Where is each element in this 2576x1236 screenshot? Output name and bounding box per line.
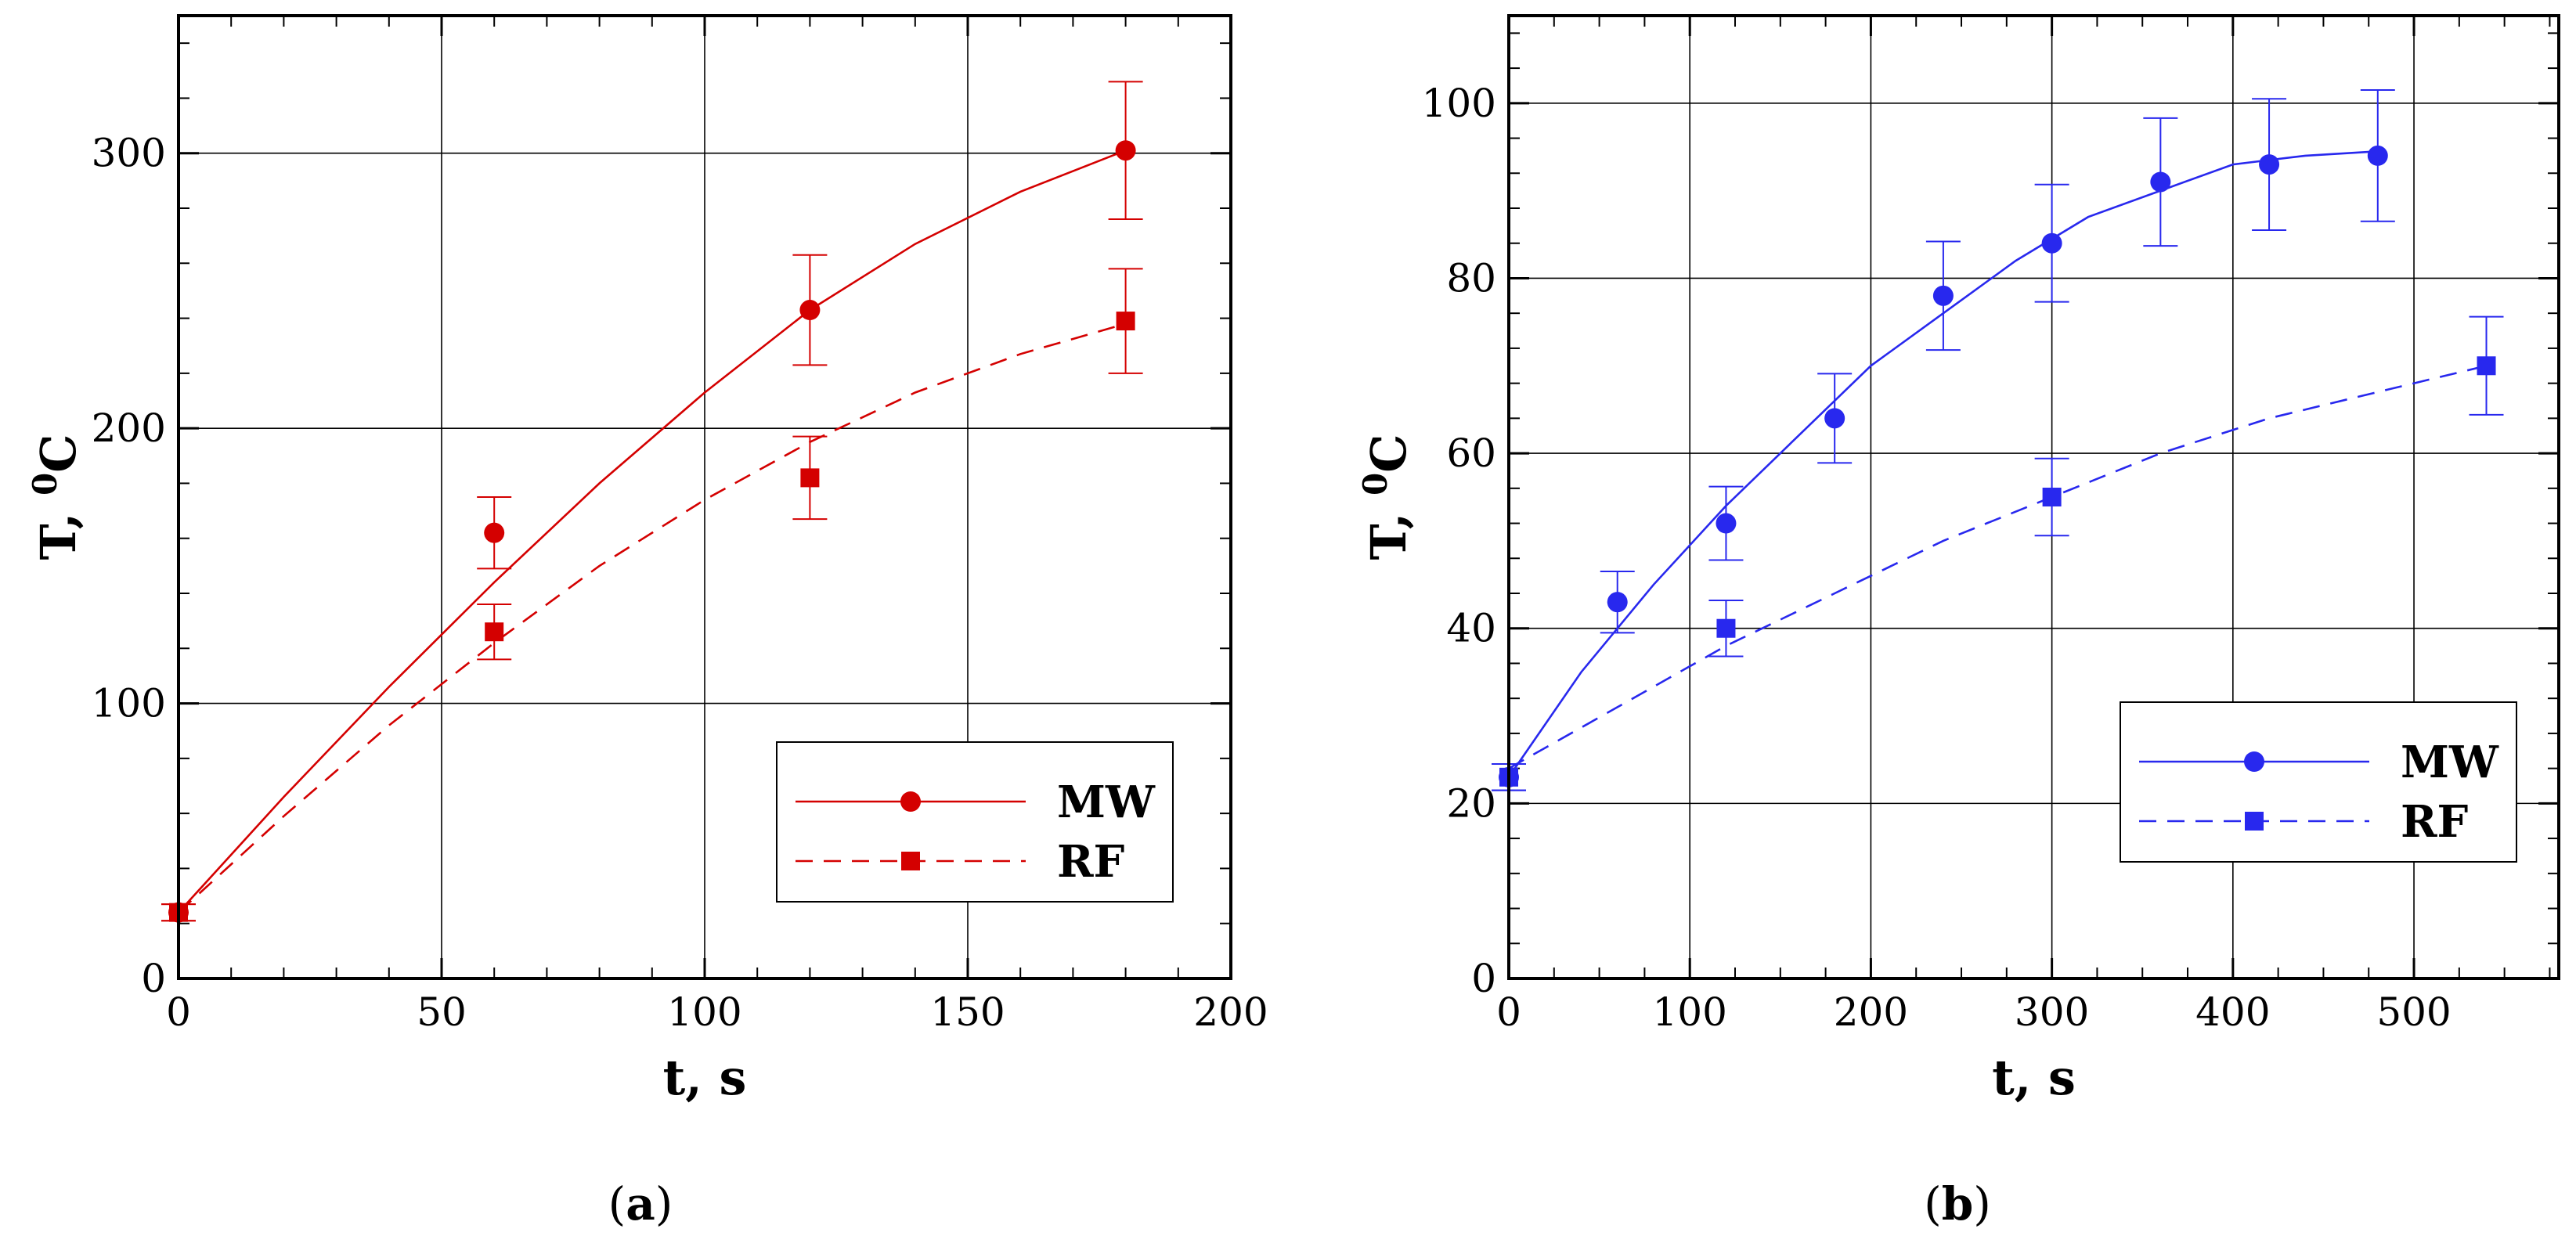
x-tick-label: 200 [1193,989,1268,1035]
data-point-rf [800,468,820,488]
y-tick-label: 40 [1446,606,1496,651]
x-axis-title: t, s [663,1049,747,1106]
legend-label-rf: RF [1057,836,1125,888]
legend-marker-mw [900,791,921,812]
series-mw [1492,89,2395,791]
legend-label-mw: MW [2401,737,2499,788]
x-tick-label: 100 [1652,989,1726,1035]
y-axis-title-main: T, [30,495,87,560]
x-tick-label: 0 [166,989,191,1035]
y-tick-label: 20 [1446,780,1496,826]
panel-caption: (a) [608,1177,673,1231]
y-axis-title-superscript: 0 [26,473,64,495]
y-tick-label: 100 [1422,81,1496,126]
legend-marker-rf [901,852,920,870]
legend: MW RF [2120,701,2517,863]
plot-frame [1507,14,2560,980]
legend-marker-rf [2245,812,2264,831]
fit-curve-rf [1508,365,2487,769]
legend: MW RF [776,741,1174,903]
panel-caption-letter: b [1942,1177,1974,1231]
x-tick-label: 200 [1834,989,1908,1035]
panel-caption: (b) [1924,1177,1991,1231]
data-point-mw [2259,154,2280,175]
data-point-mw [799,300,821,321]
y-axis-title-unit: C [1360,434,1417,472]
legend-marker-mw [2244,751,2264,772]
legend-label-mw: MW [1057,777,1156,828]
data-point-rf [2477,356,2496,376]
x-tick-label: 400 [2195,989,2270,1035]
y-tick-label: 300 [92,131,166,176]
data-point-mw [2367,145,2388,166]
x-tick-label: 150 [930,989,1005,1035]
legend-box [2120,701,2517,863]
data-point-rf [485,622,504,642]
x-tick-label: 300 [2015,989,2089,1035]
y-tick-label: 100 [92,681,166,726]
y-axis-title: T, 0C [1356,434,1417,560]
y-axis-title: T, 0C [26,434,87,560]
data-point-rf [2042,488,2062,506]
y-tick-label: 0 [1471,956,1496,1001]
data-point-mw [1716,513,1737,534]
plot-frame [177,14,1232,980]
x-tick-label: 100 [667,989,741,1035]
data-point-mw [2041,232,2062,254]
panel-caption-open: ( [608,1177,626,1231]
x-tick-label: 50 [417,989,467,1035]
data-point-mw [2150,171,2171,193]
y-tick-label: 200 [92,405,166,451]
y-axis-title-superscript: 0 [1356,473,1394,495]
data-point-mw [1115,140,1136,161]
panel-caption-open: ( [1924,1177,1942,1231]
x-tick-label: 500 [2376,989,2451,1035]
legend-box [776,741,1174,903]
data-point-mw [1607,592,1628,613]
y-axis-title-unit: C [30,434,87,472]
data-point-rf [1116,312,1135,331]
x-tick-label: 0 [1496,989,1521,1035]
panel-caption-letter: a [626,1177,655,1231]
data-point-rf [1716,618,1736,638]
y-tick-label: 0 [141,956,166,1001]
legend-label-rf: RF [2401,796,2469,848]
fit-curve-rf [178,323,1126,913]
data-point-mw [1932,285,1954,306]
data-point-mw [484,522,505,543]
data-point-mw [1824,408,1845,429]
fit-curve-mw [178,149,1127,913]
y-tick-label: 80 [1446,255,1496,301]
panel-caption-close: ) [655,1177,673,1231]
x-axis-title: t, s [1992,1049,2076,1106]
panel-caption-close: ) [1973,1177,1991,1231]
y-axis-title-main: T, [1360,495,1417,560]
y-tick-label: 60 [1446,431,1496,476]
